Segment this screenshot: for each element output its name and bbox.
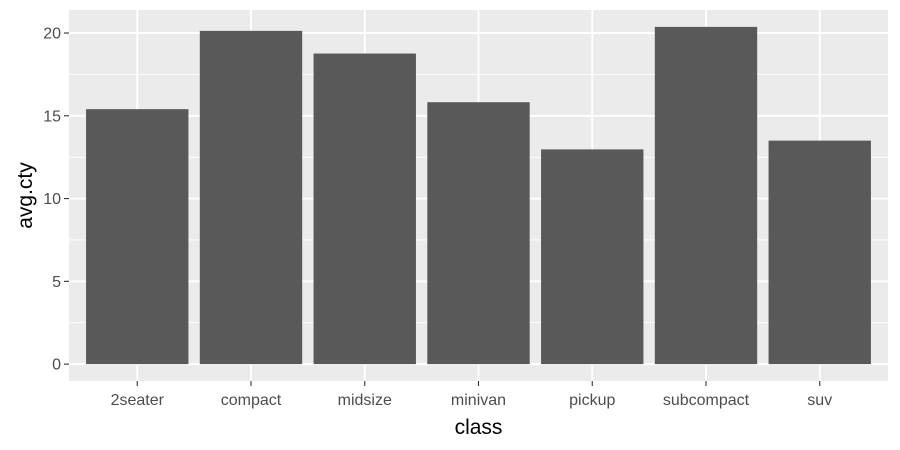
bar-minivan <box>427 102 530 365</box>
y-tick-label: 10 <box>43 191 61 208</box>
x-tick-label-suv: suv <box>807 392 832 409</box>
bar-2seater <box>86 109 189 365</box>
x-tick-label-subcompact: subcompact <box>663 392 750 409</box>
bar-compact <box>199 30 303 365</box>
x-tick-label-midsize: midsize <box>338 392 392 409</box>
x-tick-label-compact: compact <box>221 392 282 409</box>
y-tick-label: 15 <box>43 108 61 125</box>
bar-midsize <box>313 53 416 365</box>
bar-subcompact <box>654 26 758 365</box>
bars <box>86 26 871 365</box>
y-axis-title: avg.cty <box>14 162 37 229</box>
y-tick-label: 0 <box>52 357 61 374</box>
x-tick-label-2seater: 2seater <box>111 392 165 409</box>
x-tick-label-pickup: pickup <box>569 392 615 409</box>
y-tick-label: 20 <box>43 26 61 43</box>
x-tick-label-minivan: minivan <box>451 392 506 409</box>
y-tick-label: 5 <box>52 274 61 291</box>
bar-pickup <box>541 149 644 365</box>
bar-suv <box>768 140 871 365</box>
x-axis-title: class <box>455 416 503 439</box>
x-axis: 2seater compact midsize minivan pickup subcom… <box>111 381 832 409</box>
y-axis: 0 5 10 15 20 <box>43 26 69 374</box>
